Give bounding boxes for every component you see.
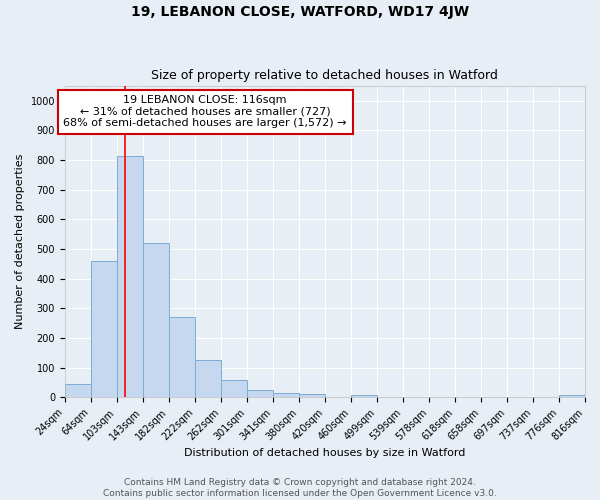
Bar — [143, 243, 169, 397]
Bar — [351, 395, 377, 397]
Bar — [299, 394, 325, 397]
X-axis label: Distribution of detached houses by size in Watford: Distribution of detached houses by size … — [184, 448, 466, 458]
Text: 19 LEBANON CLOSE: 116sqm
← 31% of detached houses are smaller (727)
68% of semi-: 19 LEBANON CLOSE: 116sqm ← 31% of detach… — [64, 96, 347, 128]
Bar — [65, 384, 91, 397]
Bar — [273, 393, 299, 397]
Text: 19, LEBANON CLOSE, WATFORD, WD17 4JW: 19, LEBANON CLOSE, WATFORD, WD17 4JW — [131, 5, 469, 19]
Y-axis label: Number of detached properties: Number of detached properties — [15, 154, 25, 330]
Bar — [116, 156, 143, 397]
Bar — [169, 317, 195, 397]
Bar — [91, 261, 116, 397]
Bar — [559, 395, 585, 397]
Text: Contains HM Land Registry data © Crown copyright and database right 2024.
Contai: Contains HM Land Registry data © Crown c… — [103, 478, 497, 498]
Bar — [195, 360, 221, 397]
Bar — [247, 390, 273, 397]
Bar — [221, 380, 247, 397]
Title: Size of property relative to detached houses in Watford: Size of property relative to detached ho… — [151, 69, 499, 82]
